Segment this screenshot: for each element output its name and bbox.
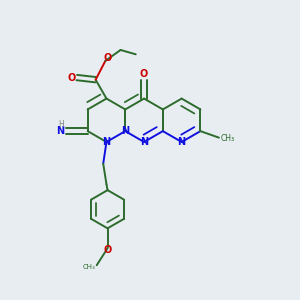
Text: N: N — [178, 137, 186, 147]
Text: N: N — [57, 126, 65, 136]
Text: N: N — [102, 137, 110, 147]
Text: CH₃: CH₃ — [220, 134, 235, 143]
Text: N: N — [140, 137, 148, 147]
Text: O: O — [103, 53, 112, 63]
Text: O: O — [67, 73, 76, 82]
Text: N: N — [121, 126, 129, 136]
Text: CH₃: CH₃ — [82, 264, 95, 270]
Text: H: H — [58, 120, 64, 129]
Text: O: O — [103, 245, 112, 255]
Text: O: O — [140, 69, 148, 79]
